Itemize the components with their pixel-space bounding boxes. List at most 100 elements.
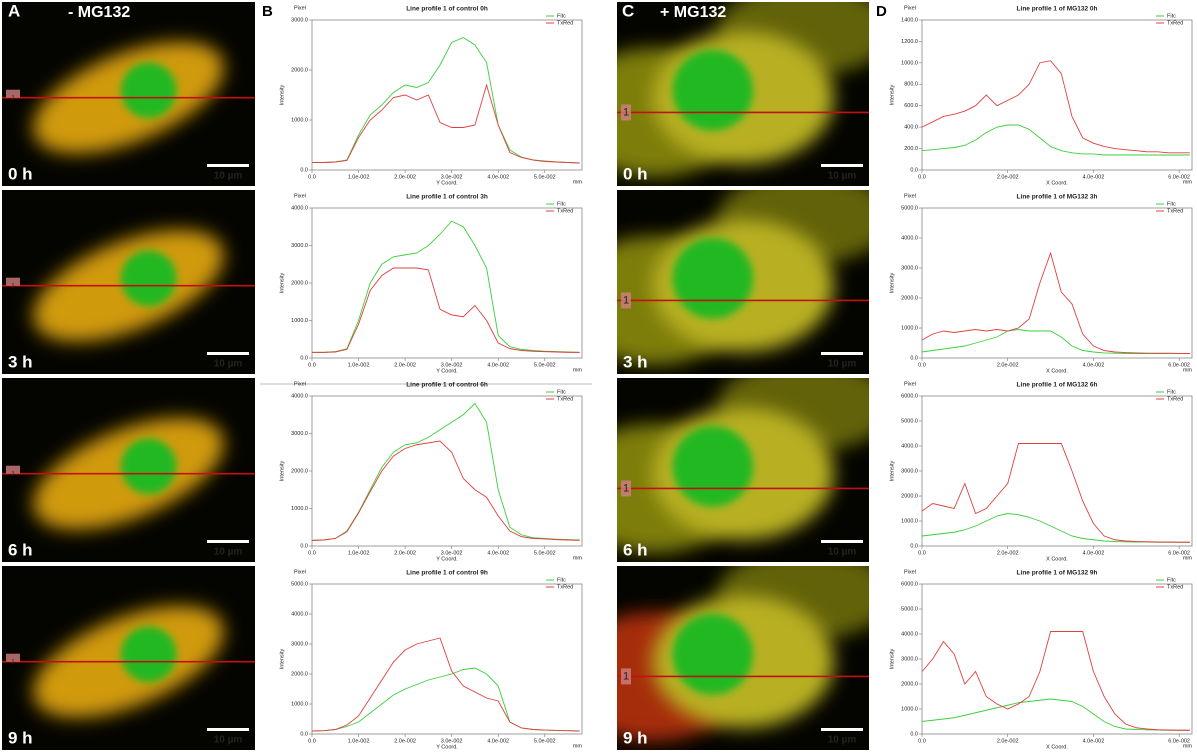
chart-title: Line profile 1 of MG132 9h [1017,570,1098,577]
y-tick-label: 5000.0 [901,606,918,612]
nucleus [120,250,177,307]
time-label: 9 h [8,728,33,747]
plot-frame [921,19,1193,171]
legend-label: TxRed [1167,20,1183,26]
legend-label: TxRed [557,396,573,402]
y-tick-label: 3000.0 [901,265,918,271]
y-axis-label: Intensity [279,273,285,294]
x-tick-label: 6.0e-002 [1168,738,1190,744]
marker-box [621,668,631,685]
y-tick-label: 2000.0 [901,295,918,301]
y-tick-label: 3000.0 [291,243,308,249]
x-tick-label: 6.0e-002 [1168,362,1190,368]
panel-label: B [262,3,273,20]
x-tick-label: 4.0e-002 [487,738,509,744]
legend-label: Fitc [1167,389,1176,395]
time-label: 3 h [8,352,33,371]
profile-line [921,631,1190,731]
x-tick-label: 0.0 [308,738,316,744]
marker-box [621,480,631,497]
y-tick-label: 1200.0 [901,39,918,45]
y-tick-label: 1000.0 [291,318,308,324]
x-tick-label: 5.0e-002 [534,550,556,556]
profile-line [312,83,580,164]
legend-label: TxRed [1167,584,1183,590]
y-tick-label: 3000.0 [291,17,308,23]
x-tick-label: 4.0e-002 [1083,174,1105,180]
scale-bar [821,728,863,731]
y-tick-label: 0.0 [910,355,918,361]
chart-title: Line profile 1 of control 9h [406,570,488,577]
marker-box [6,653,20,662]
y-tick-label: 1000.0 [291,117,308,123]
x-unit: mm [573,555,583,561]
legend-label: Fitc [1167,577,1176,583]
x-tick-label: 1.0e-002 [348,362,370,368]
legend-label: Fitc [557,13,566,19]
chart-title: Line profile 1 of MG132 0h [1017,6,1098,13]
y-tick-label: 0.0 [910,543,918,549]
x-tick-label: 0.0 [918,550,926,556]
legend-label: TxRed [1167,208,1183,214]
legend-label: Fitc [557,577,566,583]
profile-line [921,60,1190,154]
scale-bar-label: 10 µm [214,735,243,746]
chart-title: Line profile 1 of control 0h [406,6,488,13]
y-tick-label: 6000.0 [901,581,918,587]
profile-line [921,443,1190,543]
profile-line [921,251,1190,354]
cells [617,566,869,741]
panel-label: C [622,1,634,20]
scale-bar [207,352,249,355]
y-axis-label: Intensity [889,273,895,294]
scale-bar [207,728,249,731]
plot-frame [311,19,583,171]
y-tick-label: 3000.0 [291,641,308,647]
x-tick-label: 0.0 [918,738,926,744]
profile-line [311,402,580,541]
x-tick-label: 3.0e-002 [441,174,463,180]
x-tick-label: 0.0 [308,174,316,180]
x-tick-label: 2.0e-002 [394,550,416,556]
y-tick-label: 1000.0 [901,706,918,712]
x-axis-label: Y Coord. [436,368,458,374]
legend-label: TxRed [1167,396,1183,402]
y-tick-label: 2000.0 [291,280,308,286]
time-label: 0 h [8,164,33,183]
micrograph: 1 9 h 10 µm [2,566,255,750]
y-axis-label: Intensity [889,85,895,106]
legend-label: Fitc [1167,201,1176,207]
nucleus [672,50,754,131]
y-tick-label: 4000.0 [901,235,918,241]
x-tick-label: 1.0e-002 [348,550,370,556]
y-tick-label: 400.0 [904,125,918,131]
y-tick-label: 0.0 [910,167,918,173]
y-tick-label: 2000.0 [901,681,918,687]
profile-line [311,637,580,732]
unit-label: Pixel [294,193,306,199]
marker-box [6,277,20,286]
scale-bar [821,540,863,543]
y-tick-label: 0.0 [300,731,308,737]
marker: 1 [11,659,15,665]
profile-line [311,440,580,541]
cells [617,2,869,177]
marker-box [6,89,20,98]
panel-label: D [876,3,887,20]
marker: 1 [623,106,629,118]
x-tick-label: 4.0e-002 [1083,738,1105,744]
x-unit: mm [573,367,583,373]
nucleus [672,238,754,319]
y-tick-label: 1000.0 [291,701,308,707]
y-tick-label: 3000.0 [291,431,308,437]
x-tick-label: 4.0e-002 [1083,362,1105,368]
x-axis-label: X Coord. [1046,368,1068,374]
x-tick-label: 4.0e-002 [1083,550,1105,556]
scale-bar-label: 10 µm [214,171,243,182]
legend-label: Fitc [557,201,566,207]
unit-label: Pixel [904,381,916,387]
y-tick-label: 4000.0 [291,393,308,399]
x-axis-label: X Coord. [1046,744,1068,750]
y-tick-label: 5000.0 [901,205,918,211]
